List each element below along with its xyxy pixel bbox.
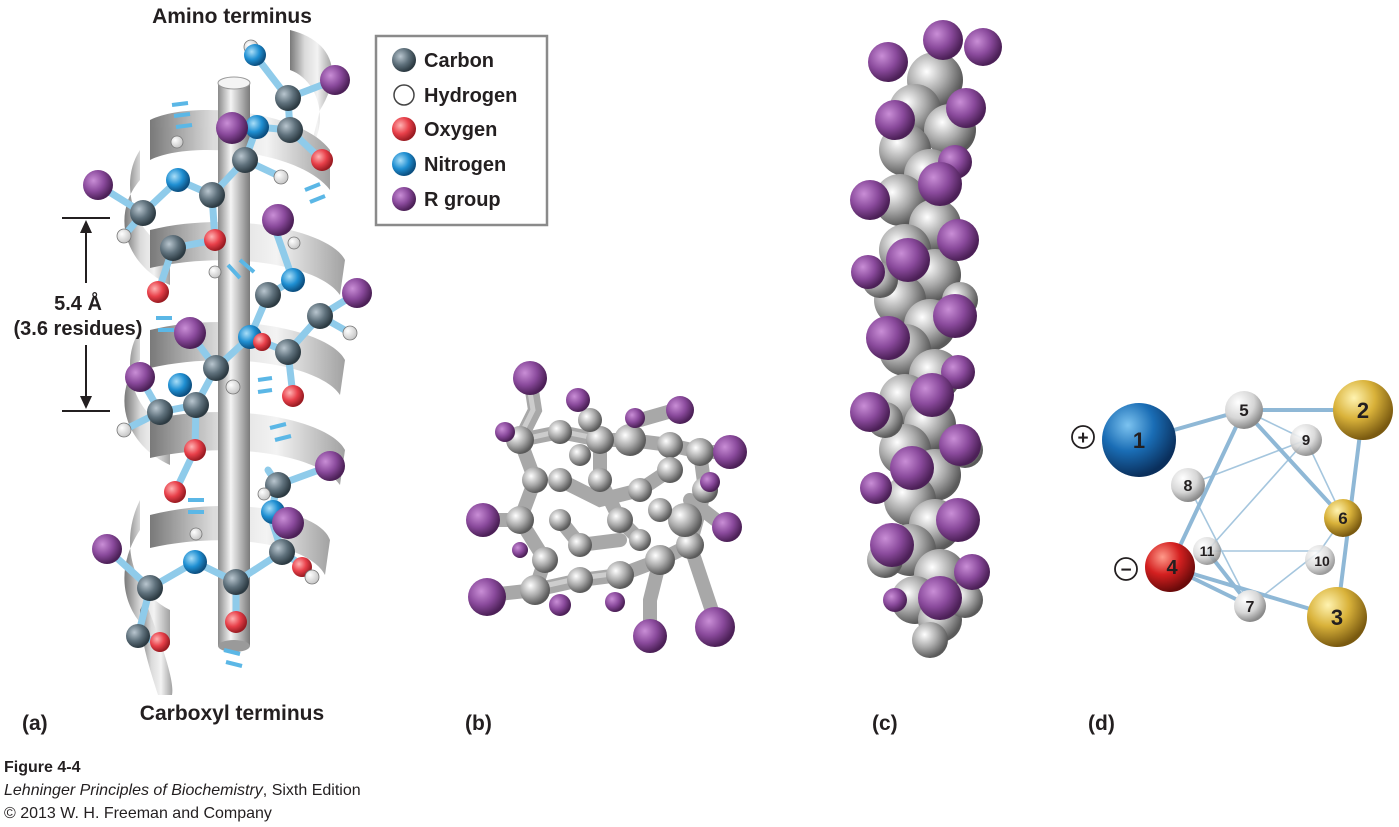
residue-nodes [1102, 380, 1393, 647]
legend-label: Hydrogen [424, 85, 517, 107]
book-title: Lehninger Principles of Biochemistry [4, 782, 263, 799]
pitch-value: 5.4 Å [54, 291, 102, 315]
residue-label: 4 [1166, 557, 1178, 579]
book-citation: Lehninger Principles of Biochemistry, Si… [4, 779, 361, 802]
legend-label: Nitrogen [424, 154, 506, 176]
legend-label: Oxygen [424, 119, 497, 141]
residue-label: 6 [1338, 509, 1347, 528]
residue-label: 10 [1314, 553, 1330, 569]
residue-label: 8 [1184, 478, 1193, 495]
legend-label: R group [424, 189, 501, 211]
panel-b-label: (b) [465, 712, 492, 735]
plus-sign: + [1077, 428, 1088, 449]
amino-terminus-label: Amino terminus [152, 5, 312, 28]
pitch-residues: (3.6 residues) [14, 318, 143, 340]
panel-a-helix: 5.4 Å (3.6 residues) Amino terminus Carb… [14, 5, 372, 735]
residue-label: 1 [1133, 428, 1145, 453]
figure-caption: Figure 4-4 Lehninger Principles of Bioch… [4, 756, 361, 825]
panel-c-label: (c) [872, 712, 898, 735]
panel-a-label: (a) [22, 712, 48, 735]
hydrogen-atom-icon [393, 84, 415, 106]
carbon-atom-icon [392, 48, 416, 72]
plus-charge-icon: + [1071, 425, 1095, 449]
hydrogen-bond-dashes [156, 101, 326, 668]
residue-label: 9 [1302, 432, 1310, 449]
panel-b-end-view: (b) [465, 361, 747, 735]
oxygen-atom-icon [392, 117, 416, 141]
panel-c-space-filling: (c) [850, 20, 1002, 735]
carboxyl-terminus-label: Carboxyl terminus [140, 702, 324, 725]
residue-label: 11 [1200, 543, 1215, 559]
copyright-line: © 2013 W. H. Freeman and Company [4, 805, 272, 822]
pitch-dimension [62, 217, 110, 412]
residue-label: 7 [1246, 599, 1255, 616]
minus-sign: − [1120, 560, 1131, 581]
residue-label: 5 [1239, 401, 1248, 420]
legend-label: Carbon [424, 50, 494, 72]
panel-d-label: (d) [1088, 712, 1115, 735]
panel-d-helical-wheel: 1 2 3 4 5 6 7 8 9 10 11 + − (d) [1071, 380, 1393, 735]
r-group-icon [392, 187, 416, 211]
residue-label: 2 [1357, 398, 1369, 423]
nitrogen-atom-icon [392, 152, 416, 176]
residue-label: 3 [1331, 605, 1343, 630]
book-edition: , Sixth Edition [262, 782, 361, 799]
minus-charge-icon: − [1114, 557, 1138, 581]
figure-number: Figure 4-4 [4, 759, 81, 776]
helix-atoms [83, 39, 372, 652]
atom-legend: Carbon Hydrogen Oxygen Nitrogen R group [374, 34, 549, 227]
